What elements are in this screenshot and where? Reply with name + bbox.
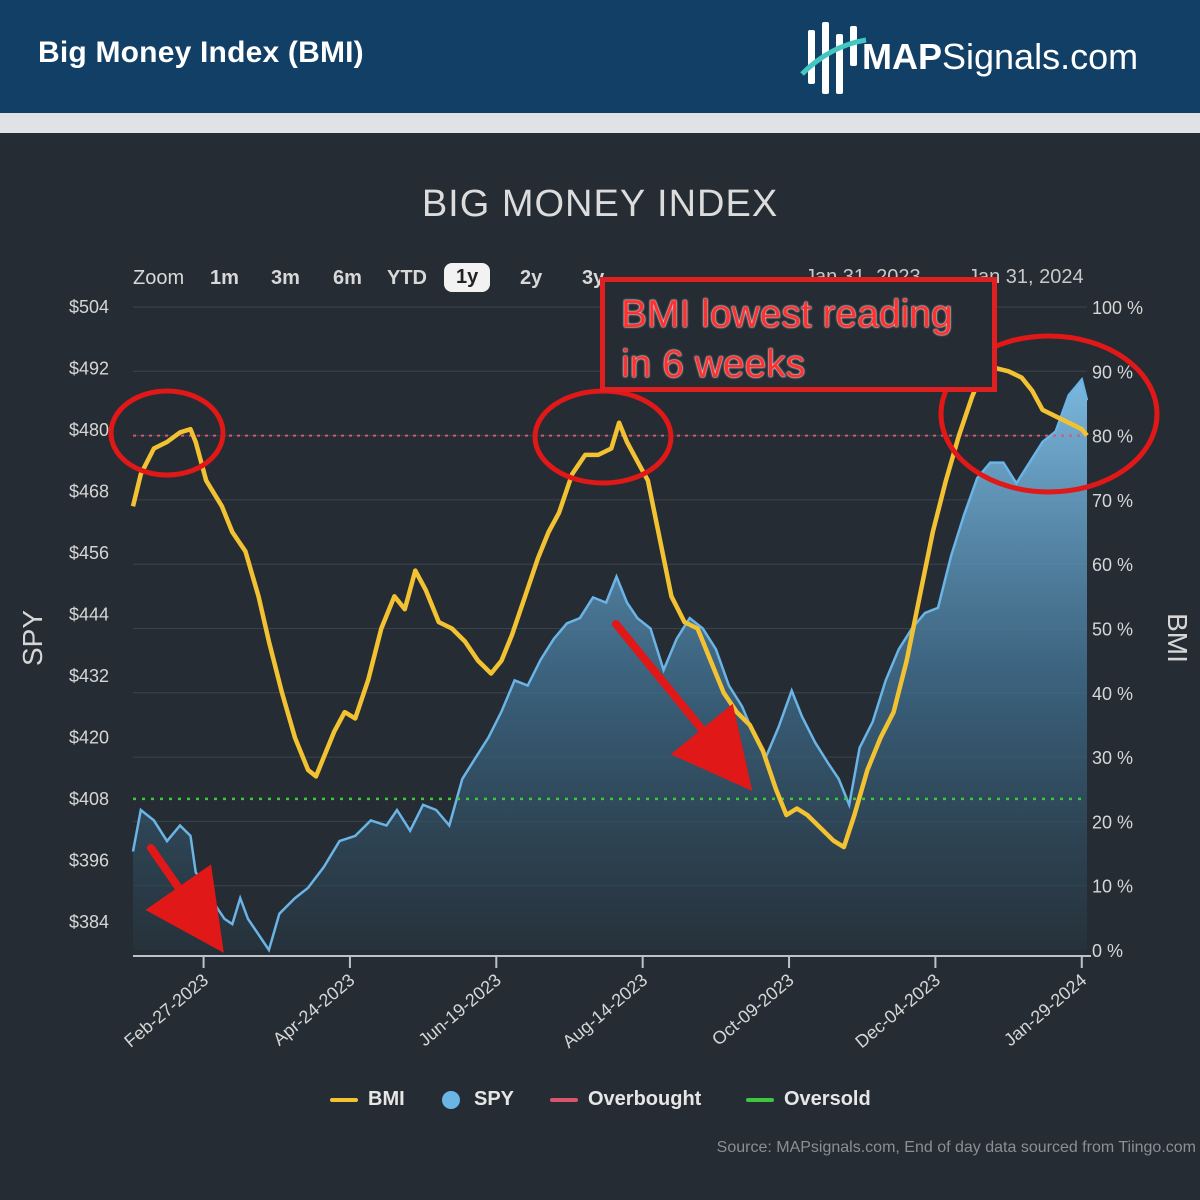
highlight-circle-feb — [108, 388, 226, 478]
zoom-2y-button[interactable]: 2y — [520, 267, 543, 289]
legend-item-bmi[interactable]: BMI — [330, 1088, 405, 1111]
legend: BMI SPY Overbought Oversold — [0, 1088, 1200, 1118]
legend-oversold-label: Oversold — [784, 1088, 871, 1110]
legend-item-overbought[interactable]: Overbought — [550, 1088, 701, 1111]
highlight-circle-jan — [938, 333, 1160, 495]
x-tick-label: Apr-24-2023 — [269, 970, 359, 1050]
left-tick-label: $396 — [69, 851, 109, 871]
legend-item-spy[interactable]: SPY — [442, 1088, 514, 1111]
page-title: Big Money Index (BMI) — [38, 36, 364, 69]
zoom-ytd-button[interactable]: YTD — [387, 267, 427, 289]
legend-spy-label: SPY — [474, 1088, 515, 1110]
spy-area — [133, 379, 1087, 951]
zoom-3m-button[interactable]: 3m — [271, 267, 300, 289]
x-tick-label: Jun-19-2023 — [415, 970, 505, 1050]
legend-overbought-label: Overbought — [588, 1088, 702, 1110]
right-tick-label: 10 % — [1092, 877, 1133, 897]
left-axis-title: SPY — [17, 610, 48, 666]
chart-title: BIG MONEY INDEX — [421, 183, 779, 225]
right-tick-label: 60 % — [1092, 555, 1133, 575]
annotation-callout: BMI lowest reading in 6 weeks — [600, 277, 997, 392]
left-tick-label: $432 — [69, 666, 109, 686]
legend-spy-dot — [442, 1090, 460, 1109]
left-tick-label: $444 — [69, 605, 109, 625]
annotation-line-1: BMI lowest reading — [621, 293, 953, 336]
annotation-line-2: in 6 weeks — [621, 343, 806, 386]
arrow-annotation-1 — [145, 844, 224, 953]
right-tick-label: 30 % — [1092, 748, 1133, 768]
left-tick-label: $480 — [69, 420, 109, 440]
x-tick-label: Dec-04-2023 — [851, 970, 944, 1052]
legend-item-oversold[interactable]: Oversold — [746, 1088, 871, 1111]
right-tick-label: 50 % — [1092, 620, 1133, 640]
highlight-circle-aug — [532, 388, 674, 486]
annotation-text: BMI lowest reading in 6 weeks — [621, 290, 953, 390]
x-tick-label: Oct-09-2023 — [708, 970, 798, 1050]
right-tick-label: 100 % — [1092, 298, 1143, 318]
left-tick-label: $456 — [69, 543, 109, 563]
brand[interactable]: MAPSignals.com — [800, 22, 1160, 102]
right-tick-label: 70 % — [1092, 491, 1133, 511]
legend-bmi-swatch — [330, 1097, 358, 1102]
bmi-line[interactable] — [130, 365, 1089, 850]
header-divider — [0, 113, 1200, 133]
left-tick-label: $492 — [69, 359, 109, 379]
bar-chart-logo-icon — [800, 22, 867, 94]
brand-wordmark: MAPSignals.com — [862, 36, 1139, 77]
left-tick-label: $420 — [69, 728, 109, 748]
left-axis-ticks: $504 $492 $480 $468 $456 $444 $432 $420 $408 $396… — [69, 297, 109, 932]
header-bar: Big Money Index (BMI) MAPSignals.com — [0, 0, 1200, 113]
legend-oversold-swatch — [746, 1097, 774, 1102]
zoom-1y-button[interactable]: 1y — [444, 263, 491, 292]
zoom-6m-button[interactable]: 6m — [333, 267, 362, 289]
zoom-3y-button[interactable]: 3y — [582, 267, 605, 289]
zoom-1m-button[interactable]: 1m — [210, 267, 239, 289]
arrow-annotation-2 — [612, 620, 753, 791]
right-tick-label: 0 % — [1092, 941, 1123, 961]
source-note: Source: MAPsignals.com, End of day data … — [716, 1139, 1196, 1156]
right-tick-label: 90 % — [1092, 362, 1133, 382]
left-tick-label: $504 — [69, 297, 109, 317]
left-tick-label: $468 — [69, 482, 109, 502]
spy-line[interactable] — [131, 376, 1089, 953]
x-tick-label: Aug-14-2023 — [559, 970, 652, 1052]
legend-bmi-label: BMI — [368, 1088, 405, 1110]
legend-overbought-swatch — [550, 1097, 578, 1102]
right-tick-label: 40 % — [1092, 684, 1133, 704]
right-axis-title: BMI — [1162, 613, 1193, 663]
x-tick-label: Feb-27-2023 — [120, 970, 212, 1052]
left-tick-label: $384 — [69, 912, 109, 932]
left-tick-label: $408 — [69, 789, 109, 809]
right-axis-ticks: 100 % 90 % 80 % 70 % 60 % 50 % 40 % 30 % 20 % 10 … — [1092, 298, 1143, 961]
right-tick-label: 80 % — [1092, 427, 1133, 447]
right-tick-label: 20 % — [1092, 812, 1133, 832]
x-tick-label: Jan-29-2024 — [1000, 970, 1090, 1050]
x-axis-ticks: Feb-27-2023 Apr-24-2023 Jun-19-2023 Aug-14-… — [120, 956, 1090, 1052]
zoom-label: Zoom — [133, 267, 185, 289]
